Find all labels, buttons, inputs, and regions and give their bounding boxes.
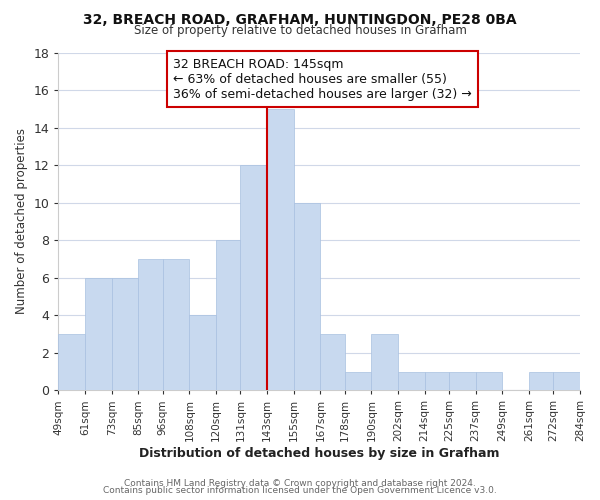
Bar [216, 240, 241, 390]
Bar [267, 109, 294, 390]
Bar [449, 372, 476, 390]
Text: Contains public sector information licensed under the Open Government Licence v3: Contains public sector information licen… [103, 486, 497, 495]
Text: Size of property relative to detached houses in Grafham: Size of property relative to detached ho… [134, 24, 466, 37]
Bar [425, 372, 449, 390]
Bar [163, 259, 190, 390]
Bar [371, 334, 398, 390]
Bar [139, 259, 163, 390]
Bar [294, 202, 320, 390]
Bar [112, 278, 139, 390]
Y-axis label: Number of detached properties: Number of detached properties [15, 128, 28, 314]
Bar [241, 165, 267, 390]
Bar [345, 372, 371, 390]
Bar [529, 372, 553, 390]
Bar [58, 334, 85, 390]
Bar [320, 334, 345, 390]
X-axis label: Distribution of detached houses by size in Grafham: Distribution of detached houses by size … [139, 447, 499, 460]
Bar [476, 372, 502, 390]
Bar [553, 372, 580, 390]
Bar [85, 278, 112, 390]
Text: Contains HM Land Registry data © Crown copyright and database right 2024.: Contains HM Land Registry data © Crown c… [124, 478, 476, 488]
Bar [190, 315, 216, 390]
Text: 32 BREACH ROAD: 145sqm
← 63% of detached houses are smaller (55)
36% of semi-det: 32 BREACH ROAD: 145sqm ← 63% of detached… [173, 58, 472, 100]
Bar [398, 372, 425, 390]
Text: 32, BREACH ROAD, GRAFHAM, HUNTINGDON, PE28 0BA: 32, BREACH ROAD, GRAFHAM, HUNTINGDON, PE… [83, 12, 517, 26]
